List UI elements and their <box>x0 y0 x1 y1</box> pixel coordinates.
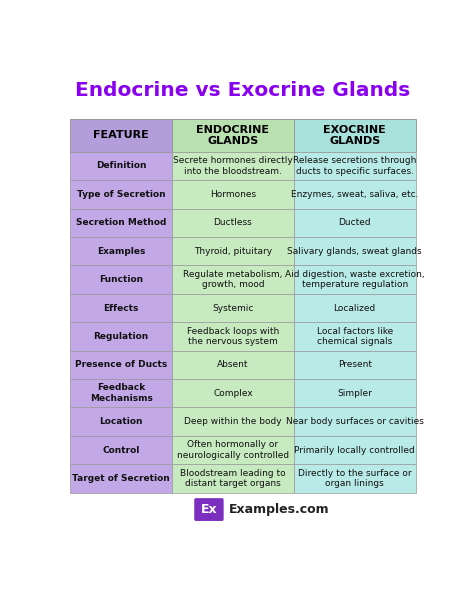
Text: Present: Present <box>337 361 372 369</box>
Text: Ducted: Ducted <box>338 218 371 227</box>
Text: Aid digestion, waste excretion,
temperature regulation: Aid digestion, waste excretion, temperat… <box>285 270 424 289</box>
Bar <box>172 350 294 379</box>
Text: Function: Function <box>99 275 143 284</box>
Bar <box>172 294 294 322</box>
Text: Endocrine vs Exocrine Glands: Endocrine vs Exocrine Glands <box>75 81 410 99</box>
Bar <box>294 180 416 208</box>
Text: Simpler: Simpler <box>337 389 372 398</box>
Bar <box>294 464 416 493</box>
Text: Enzymes, sweat, saliva, etc.: Enzymes, sweat, saliva, etc. <box>291 190 419 199</box>
Bar <box>294 322 416 350</box>
Text: EXOCRINE
GLANDS: EXOCRINE GLANDS <box>323 124 386 146</box>
Text: Thyroid, pituitary: Thyroid, pituitary <box>194 247 272 256</box>
Text: Regulate metabolism,
growth, mood: Regulate metabolism, growth, mood <box>183 270 283 289</box>
Text: ENDOCRINE
GLANDS: ENDOCRINE GLANDS <box>196 124 269 146</box>
Text: Release secretions through
ducts to specific surfaces.: Release secretions through ducts to spec… <box>293 156 416 176</box>
Text: Often hormonally or
neurologically controlled: Often hormonally or neurologically contr… <box>177 440 289 460</box>
Bar <box>172 407 294 436</box>
Bar <box>70 152 172 180</box>
Text: Salivary glands, sweat glands: Salivary glands, sweat glands <box>287 247 422 256</box>
Bar <box>172 119 294 152</box>
Text: Definition: Definition <box>96 162 146 170</box>
Bar <box>70 180 172 208</box>
Bar <box>294 119 416 152</box>
Text: Bloodstream leading to
distant target organs: Bloodstream leading to distant target or… <box>180 469 286 488</box>
Bar <box>70 350 172 379</box>
Text: Examples.com: Examples.com <box>229 503 329 516</box>
Bar <box>294 294 416 322</box>
Text: Regulation: Regulation <box>93 332 149 341</box>
Text: Control: Control <box>102 446 140 455</box>
Bar <box>294 237 416 265</box>
Text: Deep within the body: Deep within the body <box>184 417 282 426</box>
Bar <box>294 350 416 379</box>
Text: FEATURE: FEATURE <box>93 130 149 140</box>
Bar <box>172 379 294 407</box>
Text: Complex: Complex <box>213 389 253 398</box>
Bar <box>294 152 416 180</box>
Text: Near body surfaces or cavities: Near body surfaces or cavities <box>286 417 424 426</box>
Bar <box>172 322 294 350</box>
Bar <box>70 464 172 493</box>
Bar <box>70 294 172 322</box>
Text: Primarily locally controlled: Primarily locally controlled <box>294 446 415 455</box>
Text: Type of Secretion: Type of Secretion <box>77 190 165 199</box>
Text: Feedback loops with
the nervous system: Feedback loops with the nervous system <box>187 327 279 346</box>
FancyBboxPatch shape <box>194 498 224 521</box>
Bar <box>172 208 294 237</box>
Text: Examples: Examples <box>97 247 146 256</box>
Bar <box>172 265 294 294</box>
Bar <box>70 407 172 436</box>
Bar <box>172 180 294 208</box>
Text: Effects: Effects <box>103 304 139 313</box>
Bar <box>172 152 294 180</box>
Bar <box>70 237 172 265</box>
Bar <box>70 265 172 294</box>
Text: Hormones: Hormones <box>210 190 256 199</box>
Text: Ductless: Ductless <box>213 218 252 227</box>
Text: Absent: Absent <box>217 361 249 369</box>
Bar <box>70 379 172 407</box>
Bar <box>172 436 294 464</box>
Text: Target of Secretion: Target of Secretion <box>73 474 170 483</box>
Text: Local factors like
chemical signals: Local factors like chemical signals <box>317 327 393 346</box>
Bar <box>172 237 294 265</box>
Text: Location: Location <box>100 417 143 426</box>
Bar <box>172 464 294 493</box>
Text: Localized: Localized <box>334 304 376 313</box>
Bar <box>294 436 416 464</box>
Bar <box>70 322 172 350</box>
Text: Presence of Ducts: Presence of Ducts <box>75 361 167 369</box>
Text: Ex: Ex <box>201 503 217 516</box>
Bar <box>70 119 172 152</box>
Text: Secrete hormones directly
into the bloodstream.: Secrete hormones directly into the blood… <box>173 156 293 176</box>
Bar <box>294 265 416 294</box>
Text: Directly to the surface or
organ linings: Directly to the surface or organ linings <box>298 469 411 488</box>
Text: Feedback
Mechanisms: Feedback Mechanisms <box>90 384 153 403</box>
Text: Systemic: Systemic <box>212 304 254 313</box>
Text: Secretion Method: Secretion Method <box>76 218 166 227</box>
Bar <box>294 208 416 237</box>
Bar <box>294 407 416 436</box>
Bar <box>70 436 172 464</box>
Bar <box>294 379 416 407</box>
Bar <box>70 208 172 237</box>
